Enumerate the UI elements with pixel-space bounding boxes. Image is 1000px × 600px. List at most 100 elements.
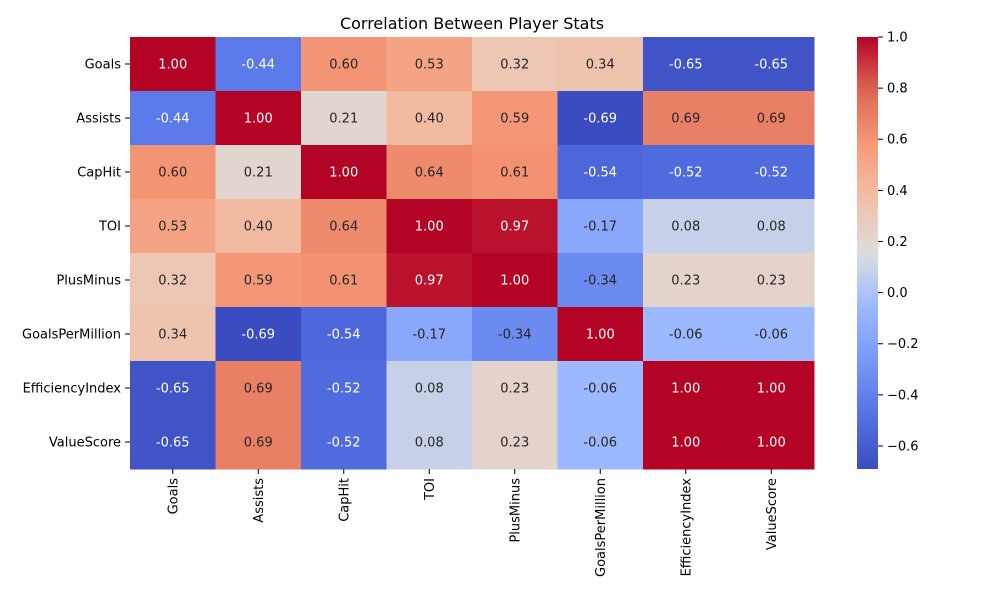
heatmap-cell	[386, 145, 473, 200]
cell-value-label: 0.32	[500, 58, 529, 73]
heatmap-cell	[643, 307, 729, 362]
heatmap-cell	[386, 307, 473, 362]
cell-value-label: 1.00	[500, 274, 529, 289]
cell-value-label: 1.00	[671, 382, 700, 397]
cell-value-label: 1.00	[244, 112, 273, 127]
row-labels: Goals Assists CapHit TOI PlusMinus GoalsPerMi…	[22, 58, 130, 451]
heatmap-cell	[728, 145, 815, 200]
colorbar-tick-label: 0.4	[887, 184, 908, 199]
cell-value-label: 1.00	[671, 436, 700, 451]
heatmap-cell	[386, 361, 473, 416]
heatmap-cell	[386, 91, 473, 146]
cell-value-label: -0.06	[669, 328, 703, 343]
heatmap-cell	[472, 37, 558, 92]
colorbar-tick-label: −0.4	[887, 388, 919, 403]
heatmap-cells	[130, 37, 815, 470]
cell-value-label: 0.53	[415, 58, 444, 73]
heatmap-cell	[215, 361, 302, 416]
cell-value-label: 0.69	[244, 382, 273, 397]
heatmap-cell	[728, 253, 815, 308]
heatmap-cell	[728, 415, 815, 470]
column-label: GoalsPerMillion	[594, 478, 609, 577]
heatmap-cell	[301, 415, 387, 470]
heatmap-cell	[130, 307, 216, 362]
cell-value-label: 0.08	[757, 220, 786, 235]
colorbar-tick-label: 1.0	[887, 31, 908, 46]
cell-value-label: 0.61	[500, 166, 529, 181]
heatmap-cell	[557, 37, 644, 92]
colorbar	[857, 37, 878, 469]
row-label: GoalsPerMillion	[22, 328, 121, 343]
heatmap-cell	[557, 253, 644, 308]
cell-value-label: 0.60	[158, 166, 187, 181]
heatmap-cell	[557, 199, 644, 254]
cell-value-label: 0.40	[415, 112, 444, 127]
heatmap-cell	[643, 199, 729, 254]
cell-value-label: -0.52	[754, 166, 788, 181]
heatmap-cell	[557, 415, 644, 470]
row-label: TOI	[98, 220, 121, 235]
heatmap-cell	[643, 253, 729, 308]
cell-value-label: 1.00	[329, 166, 358, 181]
cell-value-label: 0.64	[415, 166, 444, 181]
column-label: Assists	[252, 478, 267, 523]
cell-value-label: 0.23	[671, 274, 700, 289]
cell-value-label: -0.52	[327, 382, 361, 397]
cell-value-label: 0.23	[500, 436, 529, 451]
column-label: ValueScore	[765, 478, 780, 550]
heatmap-cell	[472, 91, 558, 146]
heatmap-cell	[301, 361, 387, 416]
heatmap-cell	[215, 199, 302, 254]
cell-value-label: 0.08	[415, 382, 444, 397]
column-label: CapHit	[337, 478, 352, 522]
column-labels: Goals Assists CapHit TOI PlusMinus GoalsPerMi…	[166, 469, 780, 577]
cell-value-label: 0.23	[757, 274, 786, 289]
cell-value-label: 0.61	[329, 274, 358, 289]
cell-value-label: 0.64	[329, 220, 358, 235]
cell-value-label: 0.40	[244, 220, 273, 235]
heatmap-cell	[215, 307, 302, 362]
heatmap-cell	[728, 361, 815, 416]
cell-value-label: 0.34	[586, 58, 615, 73]
cell-value-label: -0.54	[327, 328, 361, 343]
cell-value-label: 0.21	[244, 166, 273, 181]
cell-value-label: 0.59	[500, 112, 529, 127]
row-label: Goals	[85, 58, 122, 73]
heatmap-cell	[215, 37, 302, 92]
row-label: PlusMinus	[56, 274, 121, 289]
cell-value-label: 0.59	[244, 274, 273, 289]
heatmap-cell-labels: 1.00 -0.44 0.60 0.53 0.32 0.34 -0.65 -0.65 -0.44…	[156, 58, 788, 451]
heatmap-cell	[472, 199, 558, 254]
heatmap-cell	[130, 415, 216, 470]
heatmap-cell	[728, 37, 815, 92]
cell-value-label: 0.32	[158, 274, 187, 289]
heatmap-cell	[472, 145, 558, 200]
cell-value-label: 1.00	[757, 382, 786, 397]
cell-value-label: -0.06	[583, 382, 617, 397]
cell-value-label: 1.00	[415, 220, 444, 235]
heatmap-cell	[643, 361, 729, 416]
colorbar-tick-label: 0.0	[887, 286, 908, 301]
row-label: ValueScore	[49, 436, 121, 451]
heatmap-cell	[215, 415, 302, 470]
cell-value-label: -0.65	[156, 436, 190, 451]
heatmap-cell	[557, 361, 644, 416]
heatmap-cell	[643, 415, 729, 470]
heatmap-cell	[130, 145, 216, 200]
cell-value-label: 1.00	[586, 328, 615, 343]
cell-value-label: 0.21	[329, 112, 358, 127]
colorbar-tick-label: 0.8	[887, 82, 908, 97]
colorbar-tick-label: −0.6	[887, 439, 919, 454]
column-label: EfficiencyIndex	[679, 478, 694, 577]
cell-value-label: 0.23	[500, 382, 529, 397]
cell-value-label: 0.60	[329, 58, 358, 73]
heatmap-cell	[728, 91, 815, 146]
heatmap-cell	[386, 37, 473, 92]
heatmap-cell	[643, 91, 729, 146]
cell-value-label: -0.69	[583, 112, 617, 127]
heatmap-cell	[557, 91, 644, 146]
heatmap-cell	[301, 307, 387, 362]
heatmap-cell	[301, 253, 387, 308]
heatmap-cell	[643, 145, 729, 200]
